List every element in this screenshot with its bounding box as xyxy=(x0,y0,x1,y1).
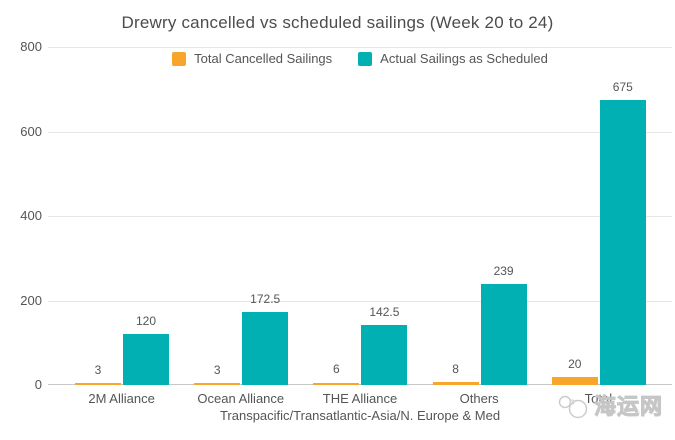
bar-cancelled-ocean-alliance[interactable] xyxy=(194,383,241,385)
y-tick-label-400: 400 xyxy=(20,208,42,223)
bar-group-others: 8 239 Others xyxy=(420,47,539,406)
plot-area: 0 200 400 600 800 3 120 2M Alliance 3 172.5 Ocean … xyxy=(20,39,672,406)
gridline-800 xyxy=(48,47,672,48)
legend-item-scheduled[interactable]: Actual Sailings as Scheduled xyxy=(358,51,548,66)
bar-group-ocean-alliance: 3 172.5 Ocean Alliance xyxy=(181,47,300,406)
category-label-total: Total xyxy=(584,391,613,406)
bar-value-label-cancelled-the-alliance: 6 xyxy=(333,362,340,377)
bar-value-label-cancelled-others: 8 xyxy=(452,361,459,376)
bar-value-label-scheduled-2m-alliance: 120 xyxy=(135,314,157,329)
category-label-ocean-alliance: Ocean Alliance xyxy=(197,391,285,406)
legend-label-scheduled: Actual Sailings as Scheduled xyxy=(380,51,548,66)
legend-swatch-scheduled-icon xyxy=(358,51,373,66)
bar-value-label-cancelled-2m-alliance: 3 xyxy=(94,363,102,377)
bar-value-label-scheduled-ocean-alliance: 172.5 xyxy=(250,292,281,307)
legend-item-cancelled[interactable]: Total Cancelled Sailings xyxy=(172,51,332,66)
legend-label-cancelled: Total Cancelled Sailings xyxy=(194,51,333,66)
legend-swatch-cancelled-icon xyxy=(172,51,187,66)
bar-value-label-scheduled-others: 239 xyxy=(493,264,514,279)
bar-cancelled-2m-alliance[interactable] xyxy=(75,383,121,385)
y-tick-label-200: 200 xyxy=(20,293,42,308)
bar-value-label-cancelled-total: 20 xyxy=(568,356,582,371)
category-label-others: Others xyxy=(459,391,499,406)
bar-group-the-alliance: 6 142.5 THE Alliance xyxy=(300,47,419,406)
bar-cancelled-others[interactable] xyxy=(432,381,479,385)
bar-cancelled-the-alliance[interactable] xyxy=(313,382,360,385)
y-tick-label-600: 600 xyxy=(20,124,42,139)
category-label-the-alliance: THE Alliance xyxy=(322,391,398,406)
legend: Total Cancelled Sailings Actual Sailings… xyxy=(48,51,672,66)
bar-scheduled-others[interactable] xyxy=(480,284,527,385)
x-axis-title: Transpacific/Transatlantic-Asia/N. Europ… xyxy=(219,408,501,423)
category-label-2m-alliance: 2M Alliance xyxy=(88,391,155,406)
chart-title: Drewry cancelled vs scheduled sailings (… xyxy=(121,13,554,32)
y-tick-label-800: 800 xyxy=(20,39,42,54)
bar-scheduled-ocean-alliance[interactable] xyxy=(242,312,289,385)
gridline-400 xyxy=(48,216,672,217)
bar-group-2m-alliance: 3 120 2M Alliance xyxy=(62,47,181,406)
gridline-600 xyxy=(48,132,672,133)
x-axis-baseline xyxy=(48,384,672,385)
gridline-200 xyxy=(48,301,672,302)
bar-group-total: 20 675 Total xyxy=(539,47,658,406)
bar-value-label-cancelled-ocean-alliance: 3 xyxy=(213,363,221,377)
y-tick-label-0: 0 xyxy=(34,377,42,392)
bar-cancelled-total[interactable] xyxy=(551,376,598,385)
bar-value-label-scheduled-total: 675 xyxy=(612,79,633,94)
bar-scheduled-the-alliance[interactable] xyxy=(361,324,408,385)
bar-scheduled-2m-alliance[interactable] xyxy=(123,334,169,385)
bar-value-label-scheduled-the-alliance: 142.5 xyxy=(369,304,400,319)
bar-scheduled-total[interactable] xyxy=(599,99,646,385)
